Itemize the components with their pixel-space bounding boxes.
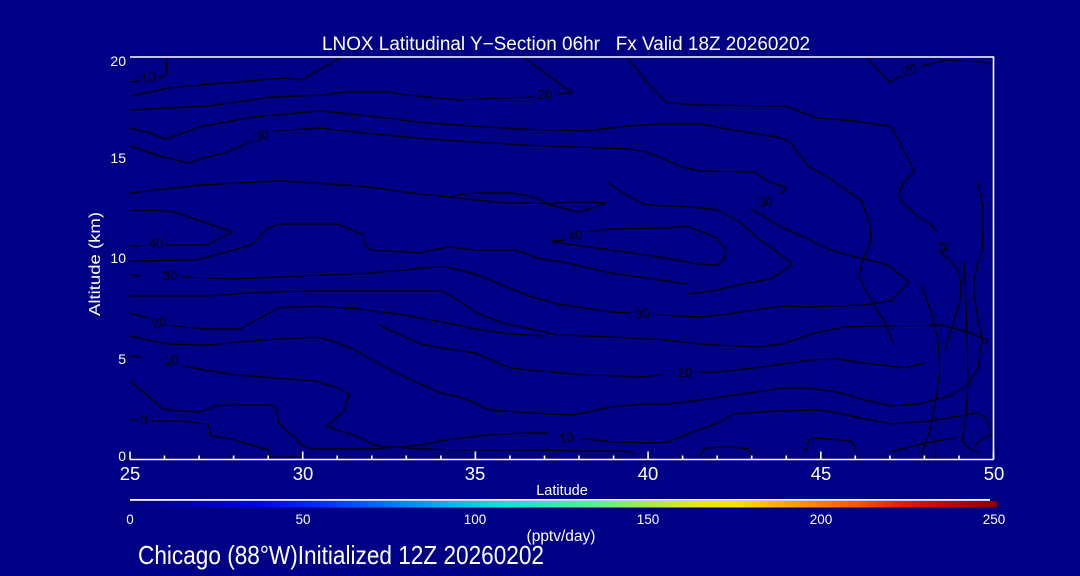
svg-text:20: 20	[900, 60, 918, 79]
svg-text:0: 0	[118, 448, 126, 464]
svg-text:100: 100	[464, 512, 487, 527]
svg-text:10: 10	[110, 250, 126, 266]
svg-text:250: 250	[983, 512, 1006, 527]
svg-text:20: 20	[150, 314, 167, 332]
svg-text:40: 40	[638, 463, 659, 484]
svg-text:35: 35	[465, 463, 486, 484]
svg-text:0: 0	[140, 412, 147, 427]
svg-text:30: 30	[293, 463, 314, 484]
svg-text:20: 20	[538, 87, 552, 102]
svg-text:40: 40	[149, 236, 163, 251]
svg-text:10: 10	[163, 352, 180, 369]
svg-text:Altitude (km): Altitude (km)	[87, 212, 104, 316]
svg-text:20: 20	[678, 365, 692, 380]
svg-text:10: 10	[140, 69, 156, 86]
svg-text:0: 0	[126, 512, 134, 527]
svg-text:(pptv/day): (pptv/day)	[527, 528, 596, 545]
svg-text:30: 30	[635, 305, 651, 321]
svg-text:200: 200	[810, 512, 833, 527]
svg-text:25: 25	[937, 241, 949, 253]
svg-text:20: 20	[110, 53, 126, 69]
svg-text:25: 25	[120, 463, 141, 484]
svg-text:5: 5	[118, 351, 126, 367]
svg-text:Chicago (88°W)Initialized 12Z: Chicago (88°W)Initialized 12Z 20260202	[138, 540, 544, 570]
svg-text:Latitude: Latitude	[536, 483, 588, 499]
svg-text:30: 30	[757, 193, 774, 210]
svg-text:10: 10	[558, 429, 574, 446]
svg-text:30: 30	[163, 268, 177, 283]
svg-text:40: 40	[567, 227, 583, 244]
svg-text:50: 50	[984, 463, 1005, 484]
svg-text:50: 50	[295, 512, 310, 527]
svg-text:15: 15	[110, 150, 126, 166]
svg-text:30: 30	[252, 126, 270, 145]
svg-text:45: 45	[811, 463, 832, 484]
svg-text:150: 150	[637, 512, 660, 527]
svg-text:LNOX Latitudinal Y−Section 06h: LNOX Latitudinal Y−Section 06hr Fx Valid…	[322, 34, 810, 55]
